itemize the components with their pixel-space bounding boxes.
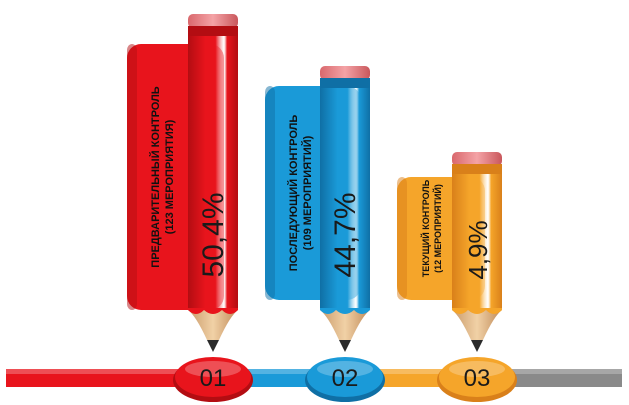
pencil-eraser — [452, 152, 502, 166]
data-label: 44,7% — [329, 192, 362, 277]
category-badge — [175, 357, 251, 397]
pencil-ferrule — [320, 78, 370, 88]
category-description: (109 МЕРОПРИЯТИЙ) — [301, 135, 314, 250]
category-tick-label: 03 — [464, 365, 491, 392]
track-highlight — [470, 369, 622, 374]
category-tick-label: 01 — [200, 365, 227, 392]
data-label: 50,4% — [197, 192, 230, 277]
pencil-bar — [188, 36, 238, 310]
category-description: ПРЕДВАРИТЕЛЬНЫЙ КОНТРОЛЬ — [149, 86, 162, 267]
category-description: (12 МЕРОПРИЯТИЙ) — [432, 184, 443, 273]
pencil-ferrule — [452, 164, 502, 174]
pencil-tip — [207, 340, 219, 352]
pencil-ferrule — [188, 26, 238, 36]
pencil-bar — [452, 174, 502, 310]
track-highlight — [6, 369, 205, 374]
pencil-eraser — [188, 14, 238, 28]
pencil-eraser — [320, 66, 370, 80]
category-badge-gloss — [317, 361, 373, 377]
category-badge-gloss — [185, 361, 241, 377]
pencil-scallop — [188, 308, 238, 314]
pencil-wood — [320, 310, 370, 340]
pencil-scallop — [452, 308, 502, 314]
pencil-wood — [188, 310, 238, 340]
category-badge — [307, 357, 383, 397]
banner-shade — [397, 177, 407, 300]
category-tick-label: 02 — [332, 365, 359, 392]
pencil-bar — [320, 88, 370, 310]
category-description: ПОСЛЕДУЮЩИЙ КОНТРОЛЬ — [287, 115, 300, 272]
track-highlight — [205, 369, 330, 374]
category-badge-gloss — [449, 361, 505, 377]
pencil-tip — [471, 340, 483, 352]
pencil-wood — [452, 310, 502, 340]
track-segment — [6, 369, 205, 387]
pencil-scallop — [320, 308, 370, 314]
pencil-tip — [339, 340, 351, 352]
data-label: 4,9% — [463, 220, 493, 279]
track-highlight — [330, 369, 470, 374]
category-badge — [439, 357, 515, 397]
category-description: (123 МЕРОПРИЯТИЯ) — [164, 119, 176, 234]
category-description: ТЕКУЩИЙ КОНТРОЛЬ — [420, 179, 431, 277]
banner-shade — [265, 86, 275, 300]
banner-shade — [127, 44, 137, 310]
